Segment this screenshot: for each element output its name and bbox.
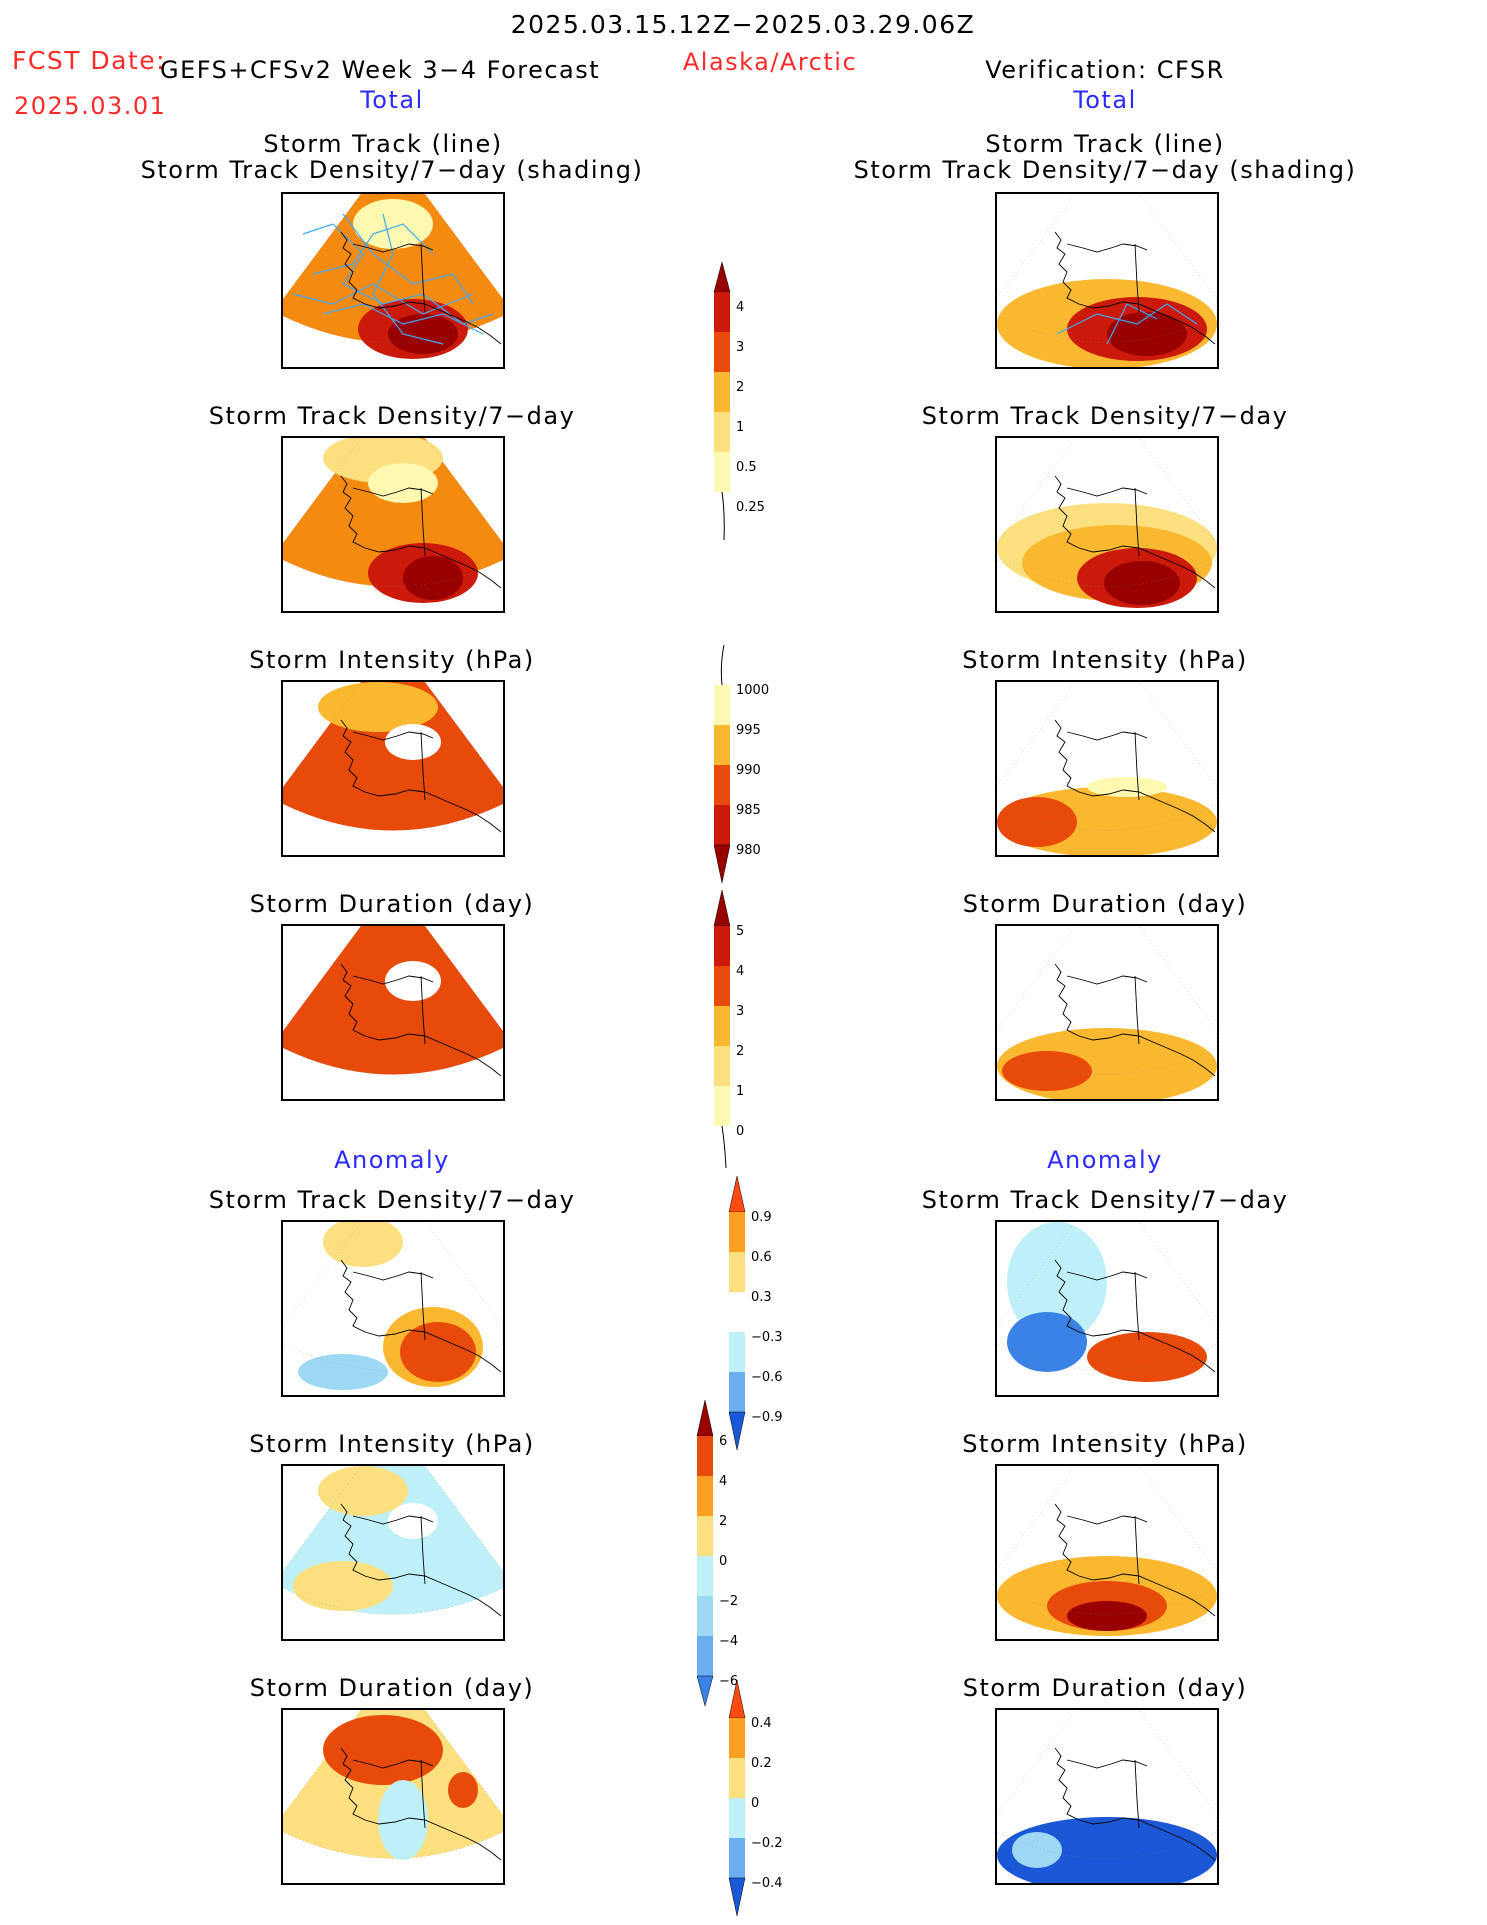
title-anom-intensity-left: Storm Intensity (hPa) — [249, 1430, 535, 1458]
verification-label: Verification: CFSR — [985, 56, 1225, 84]
title-anom-density-right: Storm Track Density/7−day — [921, 1186, 1289, 1214]
map-left-anom-density — [281, 1220, 505, 1397]
title-anom-duration-left: Storm Duration (day) — [249, 1674, 535, 1702]
tick-duration-4: 4 — [736, 964, 744, 979]
title-intensity-right: Storm Intensity (hPa) — [962, 646, 1248, 674]
map-left-density — [281, 436, 505, 613]
tick-intensity-990: 990 — [736, 763, 761, 778]
map-right-track — [995, 192, 1219, 369]
colorbar-intensity: 1000 995 990 985 980 — [713, 645, 769, 884]
tick-ianom-6: 6 — [719, 1434, 727, 1449]
tick-intensity-985: 985 — [736, 803, 761, 818]
tick-ianom-4: 4 — [719, 1474, 727, 1489]
tick-ianom-0: 0 — [719, 1554, 727, 1569]
title-duration-left: Storm Duration (day) — [249, 890, 535, 918]
colorbar-duration-anomaly: 0.4 0.2 0 −0.2 −0.4 — [728, 1680, 783, 1917]
map-right-anom-duration — [995, 1708, 1219, 1885]
tick-duration-3: 3 — [736, 1004, 744, 1019]
title-anom-intensity-right: Storm Intensity (hPa) — [962, 1430, 1248, 1458]
title-anom-duration-right: Storm Duration (day) — [962, 1674, 1248, 1702]
map-left-duration — [281, 924, 505, 1101]
title-intensity-left: Storm Intensity (hPa) — [249, 646, 535, 674]
tick-duranom-m04: −0.4 — [751, 1876, 783, 1891]
tick-density-1: 1 — [736, 420, 744, 435]
left-anomaly-label: Anomaly — [334, 1146, 450, 1174]
tick-density-05: 0.5 — [736, 460, 757, 475]
title-track-density-shading-left: Storm Track Density/7−day (shading) — [140, 156, 644, 184]
tick-danom-m06: −0.6 — [751, 1370, 783, 1385]
right-total-label: Total — [1073, 86, 1137, 114]
tick-duration-5: 5 — [736, 924, 744, 939]
map-right-anom-density — [995, 1220, 1219, 1397]
map-right-duration — [995, 924, 1219, 1101]
tick-intensity-995: 995 — [736, 723, 761, 738]
tick-duration-0: 0 — [736, 1124, 744, 1139]
title-anom-density-left: Storm Track Density/7−day — [208, 1186, 576, 1214]
map-left-anom-duration — [281, 1708, 505, 1885]
title-track-density-right: Storm Track Density/7−day — [921, 402, 1289, 430]
tick-ianom-2: 2 — [719, 1514, 727, 1529]
title-track-density-shading-right: Storm Track Density/7−day (shading) — [853, 156, 1357, 184]
title-track-line-right: Storm Track (line) — [985, 130, 1225, 158]
map-right-density — [995, 436, 1219, 613]
tick-density-025: 0.25 — [736, 500, 765, 515]
tick-duranom-02: 0.2 — [751, 1756, 772, 1771]
tick-intensity-980: 980 — [736, 843, 761, 858]
colorbar-duration: 5 4 3 2 1 0 — [713, 890, 744, 1169]
tick-density-2: 2 — [736, 380, 744, 395]
tick-density-4: 4 — [736, 300, 744, 315]
colorbar-density: 4 3 2 1 0.5 0.25 — [713, 262, 765, 541]
tick-danom-03: 0.3 — [751, 1290, 772, 1305]
tick-ianom-m4: −4 — [719, 1634, 738, 1649]
date-range-title: 2025.03.15.12Z−2025.03.29.06Z — [510, 10, 976, 39]
tick-duration-1: 1 — [736, 1084, 744, 1099]
tick-density-3: 3 — [736, 340, 744, 355]
colorbar-density-anomaly: 0.9 0.6 0.3 −0.3 −0.6 −0.9 — [728, 1176, 783, 1451]
title-track-density-left: Storm Track Density/7−day — [208, 402, 576, 430]
model-label: GEFS+CFSv2 Week 3−4 Forecast — [160, 56, 601, 84]
tick-duranom-m02: −0.2 — [751, 1836, 783, 1851]
title-track-line-left: Storm Track (line) — [263, 130, 503, 158]
region-label: Alaska/Arctic — [682, 48, 858, 76]
map-left-anom-intensity — [281, 1464, 505, 1641]
tick-ianom-m2: −2 — [719, 1594, 738, 1609]
tick-duranom-04: 0.4 — [751, 1716, 772, 1731]
map-right-intensity — [995, 680, 1219, 857]
tick-intensity-1000: 1000 — [736, 683, 769, 698]
left-total-label: Total — [360, 86, 424, 114]
map-left-track — [281, 192, 505, 369]
tick-duration-2: 2 — [736, 1044, 744, 1059]
title-duration-right: Storm Duration (day) — [962, 890, 1248, 918]
tick-danom-m03: −0.3 — [751, 1330, 783, 1345]
tick-danom-06: 0.6 — [751, 1250, 772, 1265]
right-anomaly-label: Anomaly — [1047, 1146, 1163, 1174]
map-left-intensity — [281, 680, 505, 857]
tick-duranom-0: 0 — [751, 1796, 759, 1811]
fcst-date-value: 2025.03.01 — [14, 92, 167, 120]
colorbar-intensity-anomaly: 6 4 2 0 −2 −4 −6 — [696, 1400, 738, 1707]
map-right-anom-intensity — [995, 1464, 1219, 1641]
fcst-date-label: FCST Date: — [12, 46, 167, 75]
tick-danom-09: 0.9 — [751, 1210, 772, 1225]
tick-ianom-m6: −6 — [719, 1674, 738, 1689]
tick-danom-m09: −0.9 — [751, 1410, 783, 1425]
